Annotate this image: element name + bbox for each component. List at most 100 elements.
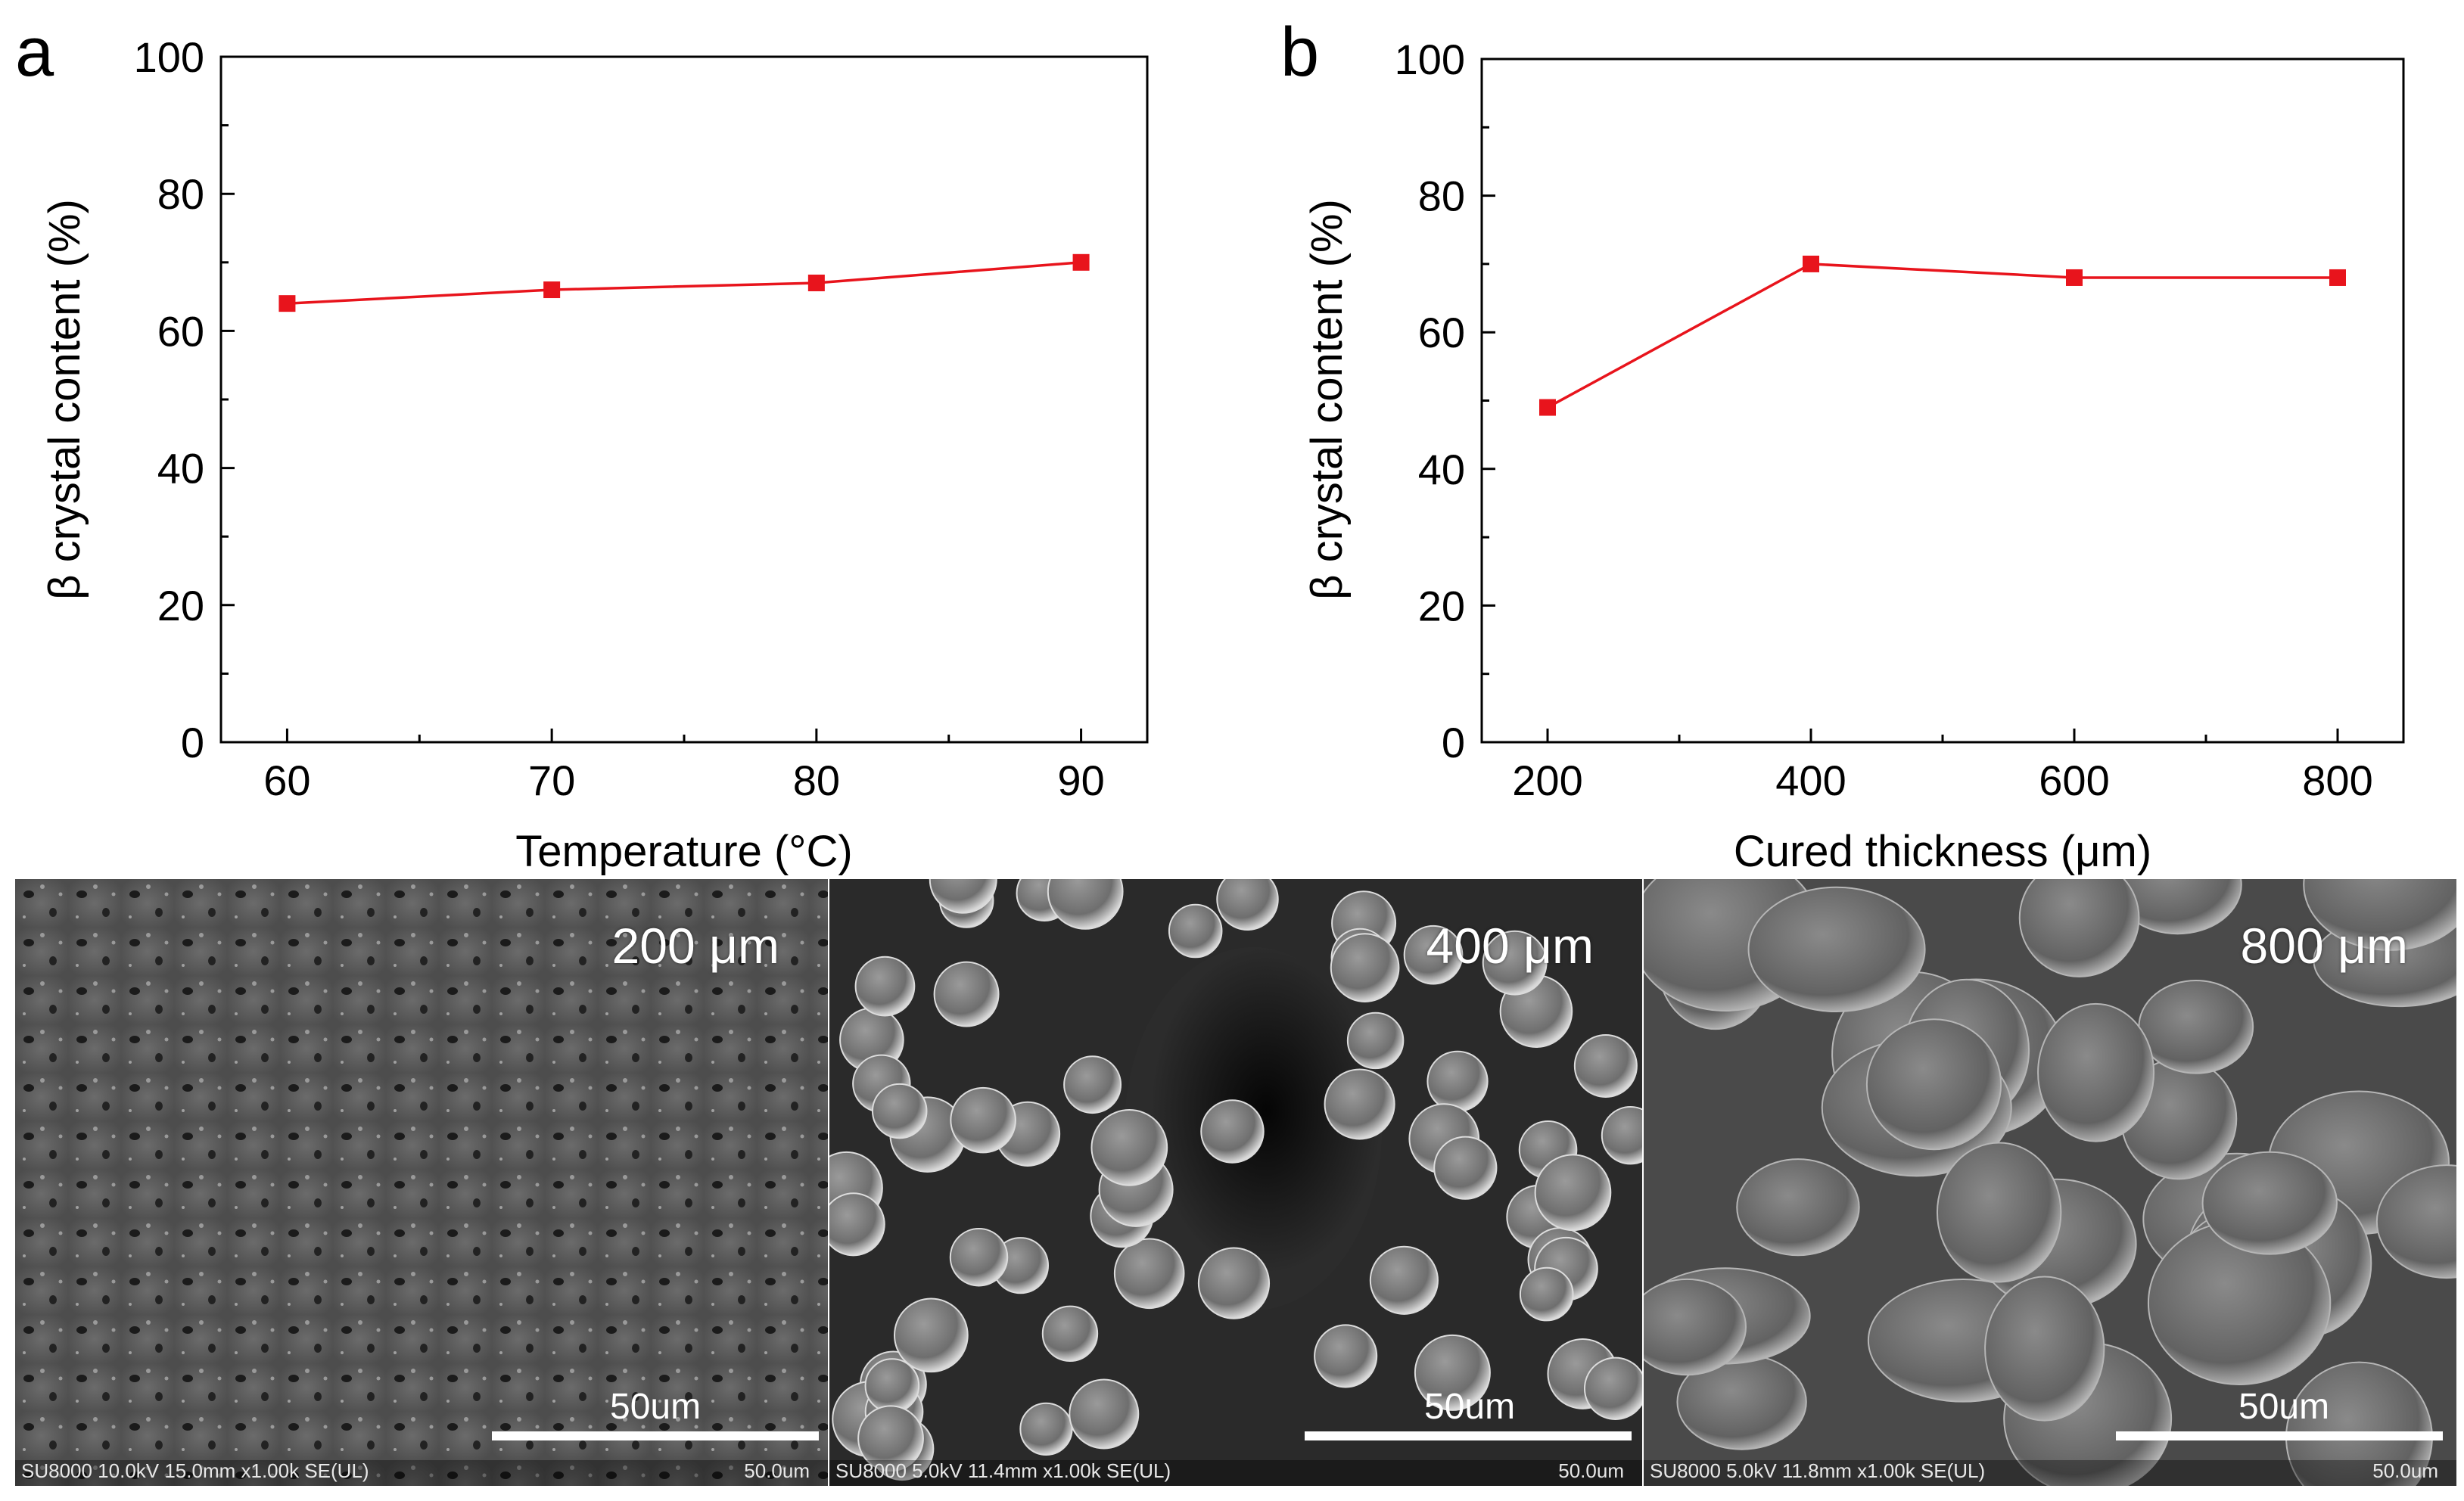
sem-image-800: 800 μm 50um SU8000 5.0kV 11.8mm x1.00k S…	[1644, 879, 2456, 1486]
x-tick-label: 80	[793, 757, 840, 804]
sem-particle	[1369, 1245, 1439, 1315]
y-tick-label: 80	[1418, 172, 1465, 220]
info-strip-2: SU8000 5.0kV 11.4mm x1.00k SE(UL) 50.0um	[829, 1459, 1642, 1486]
sem-grain	[2018, 879, 2140, 977]
sem-grain	[1865, 1018, 2002, 1151]
data-point	[1539, 399, 1556, 416]
y-tick-label: 40	[157, 445, 204, 493]
data-point	[1072, 253, 1090, 271]
sem-label-3: 800 μm	[2240, 918, 2408, 974]
sem-particle	[1168, 903, 1223, 959]
sem-grain	[1736, 1158, 1860, 1257]
x-tick-label: 60	[263, 757, 310, 804]
sem-particle	[1019, 1402, 1073, 1456]
sem-particle	[1403, 925, 1464, 985]
scale-bar-label-2: 50um	[1424, 1387, 1516, 1427]
sem-particle	[1426, 1050, 1489, 1112]
sem-label-1: 200 μm	[611, 918, 779, 974]
sem-image-400: 400 μm 50um SU8000 5.0kV 11.4mm x1.00k S…	[829, 879, 1642, 1486]
sem-particle	[1346, 1012, 1405, 1070]
sem-particle	[1090, 1109, 1168, 1186]
sem-particle	[1063, 1055, 1122, 1114]
sem-grain	[1984, 1276, 2105, 1422]
sem-particle	[1519, 1266, 1574, 1322]
sem-particle	[1583, 1356, 1642, 1420]
panel-letter-b: b	[1280, 14, 1319, 91]
sem-particle	[1482, 930, 1548, 996]
y-tick-label: 0	[1442, 719, 1465, 766]
series-b	[1539, 255, 2346, 416]
data-point	[2329, 269, 2346, 286]
sem-info-1: SU8000 10.0kV 15.0mm x1.00k SE(UL)	[21, 1459, 369, 1482]
sem-texture-2	[829, 879, 1642, 1486]
data-point	[1803, 255, 1819, 272]
chart-panel-a: a 0 20 40 60 80 100 60 70 80 90 β crystal conten…	[15, 14, 1149, 876]
series-a	[278, 253, 1090, 312]
y-tick-label: 80	[157, 170, 204, 218]
x-axis-label-b: Cured thickness (μm)	[1734, 827, 2151, 876]
series-line	[1547, 263, 2338, 409]
y-tick-label: 20	[157, 582, 204, 629]
data-point	[2066, 269, 2083, 286]
x-axis-label-a: Temperature (°C)	[515, 827, 852, 876]
data-point	[543, 281, 561, 299]
sem-particle	[1314, 1324, 1378, 1388]
data-point	[807, 274, 825, 291]
sem-particle	[933, 961, 1000, 1027]
y-tick-label: 100	[1395, 36, 1465, 83]
sem-particle	[1433, 1136, 1498, 1200]
sem-texture-1	[15, 879, 828, 1486]
sem-particle	[872, 1083, 928, 1139]
sem-scale-value-3: 50.0um	[2372, 1459, 2438, 1482]
y-tick-label: 60	[157, 307, 204, 355]
x-axis-a: 60 70 80 90	[263, 729, 1105, 804]
sem-particle	[1330, 933, 1400, 1002]
sem-particle	[857, 1405, 924, 1472]
x-tick-label: 600	[2039, 757, 2109, 804]
y-axis-a: 0 20 40 60 80 100	[134, 33, 235, 766]
sem-grain	[2138, 979, 2254, 1074]
x-tick-label: 400	[1775, 757, 1846, 804]
y-axis-b: 0 20 40 60 80 100	[1395, 36, 1495, 766]
info-strip-3: SU8000 5.0kV 11.8mm x1.00k SE(UL) 50.0um	[1644, 1459, 2456, 1486]
sem-particle	[1041, 1305, 1099, 1363]
sem-particle	[950, 1086, 1016, 1154]
sem-particle	[1069, 1378, 1140, 1450]
x-tick-label: 90	[1057, 757, 1104, 804]
sem-particle	[1324, 1068, 1395, 1140]
chart-panel-b: b 0 20 40 60 80 100 200 400 600 800 β crystal co…	[1280, 14, 2405, 876]
sem-particle	[929, 879, 997, 914]
sem-grain	[1747, 886, 1926, 1013]
x-tick-label: 70	[528, 757, 575, 804]
figure: a 0 20 40 60 80 100 60 70 80 90 β crystal conten…	[15, 14, 2405, 876]
sem-particle	[1601, 1105, 1642, 1165]
x-axis-b: 200 400 600 800	[1512, 729, 2373, 804]
data-point	[278, 295, 296, 312]
plot-frame-b	[1480, 57, 2405, 744]
sem-particle	[1113, 1238, 1185, 1310]
sem-texture-3	[1644, 879, 2456, 1486]
y-tick-label: 100	[134, 33, 204, 81]
sem-info-3: SU8000 5.0kV 11.8mm x1.00k SE(UL)	[1650, 1459, 1986, 1482]
sem-grain	[2375, 1164, 2456, 1279]
scale-bar-1	[492, 1431, 819, 1440]
y-axis-label-b: β crystal content (%)	[1302, 199, 1352, 600]
y-tick-label: 60	[1418, 309, 1465, 356]
sem-particle	[1573, 1033, 1638, 1098]
series-line	[287, 261, 1081, 305]
sem-image-200: 200 μm 50um SU8000 10.0kV 15.0mm x1.00k …	[15, 879, 828, 1486]
x-tick-label: 800	[2302, 757, 2372, 804]
sem-particle	[854, 956, 916, 1017]
y-tick-label: 0	[181, 719, 204, 766]
sem-grain	[2037, 1002, 2155, 1142]
sem-grain	[2201, 1151, 2338, 1255]
sem-info-2: SU8000 5.0kV 11.4mm x1.00k SE(UL)	[835, 1459, 1171, 1482]
sem-grain	[1644, 1278, 1747, 1376]
sem-particle	[894, 1297, 969, 1373]
sem-grain	[1936, 1142, 2062, 1283]
info-strip-1: SU8000 10.0kV 15.0mm x1.00k SE(UL) 50.0u…	[15, 1459, 828, 1486]
panel-letter-a: a	[15, 14, 54, 91]
sem-particle	[1216, 879, 1279, 931]
plot-frame-a	[219, 55, 1149, 744]
sem-particle	[1534, 1154, 1612, 1232]
